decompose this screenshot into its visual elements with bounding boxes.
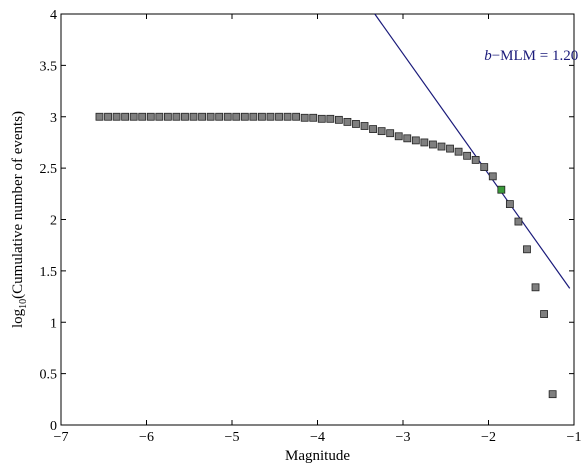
fit-line	[374, 13, 571, 289]
x-tick-label: −5	[225, 430, 240, 445]
x-tick-label: −4	[310, 430, 325, 445]
data-point	[223, 112, 232, 121]
data-point	[189, 112, 198, 121]
data-point	[360, 122, 369, 130]
data-point	[411, 136, 420, 145]
data-point	[480, 163, 489, 171]
data-point	[146, 112, 155, 121]
y-tick-label: 1.5	[40, 265, 58, 280]
data-point	[334, 115, 343, 124]
data-point	[352, 120, 360, 128]
data-point	[121, 112, 130, 121]
data-point	[488, 172, 497, 181]
x-tick-label: −2	[481, 430, 496, 445]
x-tick-label: −3	[396, 430, 411, 445]
y-axis-label-prefix: log	[10, 308, 26, 328]
data-point	[420, 138, 429, 147]
data-point	[155, 112, 164, 121]
x-axis-label: Magnitude	[285, 448, 350, 464]
markers	[95, 112, 557, 399]
highlighted-data-point	[497, 185, 506, 194]
x-tick-label: −1	[567, 430, 582, 445]
data-point	[369, 125, 377, 133]
data-point	[249, 112, 258, 121]
data-point	[292, 112, 301, 121]
data-point	[309, 113, 318, 122]
y-tick-label: 2.5	[40, 162, 58, 177]
y-axis-label: log10(Cumulative number of events)	[10, 111, 29, 328]
data-point	[446, 144, 454, 153]
data-point	[95, 112, 104, 121]
data-point	[454, 147, 463, 156]
y-tick-label: 4	[50, 8, 57, 23]
y-axis-label-rest: (Cumulative number of events)	[10, 111, 26, 299]
plot-area	[60, 13, 575, 426]
data-point	[514, 217, 523, 226]
y-tick-label: 3.5	[40, 59, 58, 74]
data-point	[240, 112, 249, 121]
data-point	[266, 112, 275, 121]
data-point	[181, 112, 189, 121]
data-point	[138, 112, 147, 121]
data-point	[343, 117, 352, 126]
annotation-label: b−MLM = 1.20	[484, 48, 578, 64]
data-point	[112, 112, 121, 121]
data-point	[394, 132, 403, 141]
data-point	[437, 142, 446, 151]
annotation-italic: b	[484, 48, 492, 64]
data-point	[206, 112, 215, 121]
data-point	[377, 127, 386, 136]
y-tick-label: 3	[50, 111, 57, 126]
y-tick-label: 1	[50, 316, 57, 331]
ticks	[60, 13, 575, 426]
data-point	[523, 245, 531, 254]
data-point	[129, 112, 138, 121]
data-point	[386, 129, 395, 138]
data-point	[172, 112, 181, 121]
data-point	[403, 134, 412, 143]
annotation-text: −MLM = 1.20	[492, 48, 579, 64]
tick-labels: −7 −6 −5 −4 −3 −2 −1 0 0.5 1 1.5 2 2.5 3 3.5 4	[40, 8, 582, 445]
y-axis-label-subscript: 10	[18, 299, 29, 309]
data-point	[540, 310, 548, 318]
y-tick-label: 2	[50, 214, 57, 229]
data-point	[505, 200, 514, 208]
data-point	[531, 283, 540, 292]
data-point	[232, 112, 241, 121]
x-tick-label: −6	[139, 430, 154, 445]
y-tick-label: 0.5	[40, 368, 58, 383]
data-point	[471, 156, 480, 164]
data-point	[463, 151, 472, 160]
data-point	[326, 114, 335, 123]
data-point	[258, 112, 266, 121]
data-point	[283, 112, 292, 121]
data-point	[104, 112, 112, 121]
data-point	[198, 112, 206, 121]
y-tick-label: 0	[50, 419, 57, 434]
data-point	[163, 112, 172, 121]
data-point	[548, 390, 557, 399]
x-tick-label: −7	[54, 430, 69, 445]
data-point	[429, 140, 437, 149]
data-point	[275, 112, 283, 121]
data-point	[317, 114, 326, 123]
data-point	[300, 113, 309, 122]
data-point	[215, 112, 224, 121]
